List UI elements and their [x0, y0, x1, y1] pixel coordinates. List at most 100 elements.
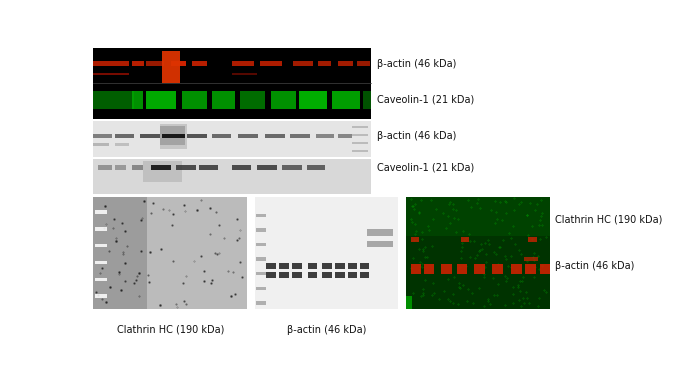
Bar — [271, 91, 296, 109]
Bar — [171, 61, 186, 66]
Bar — [256, 286, 266, 290]
Bar — [256, 301, 266, 304]
Bar — [256, 257, 266, 261]
Bar — [187, 134, 207, 138]
Bar — [279, 272, 289, 278]
Bar — [424, 264, 434, 274]
Bar — [456, 264, 468, 274]
Bar — [87, 194, 628, 197]
Bar — [212, 134, 230, 138]
Bar — [441, 264, 452, 274]
Bar — [151, 165, 171, 170]
Bar — [115, 144, 129, 147]
Bar — [146, 61, 164, 66]
Bar — [212, 91, 235, 109]
Bar — [359, 272, 369, 278]
Bar — [322, 263, 332, 269]
Bar — [232, 61, 254, 66]
Bar — [338, 61, 353, 66]
Bar — [93, 144, 110, 147]
Bar — [96, 278, 107, 281]
Bar — [256, 214, 266, 217]
Bar — [96, 261, 107, 264]
Bar — [256, 243, 266, 246]
Bar — [163, 51, 180, 84]
Bar — [363, 91, 371, 109]
Text: Clathrin HC (190 kDa): Clathrin HC (190 kDa) — [117, 325, 225, 335]
Bar — [366, 229, 392, 236]
Bar — [232, 165, 251, 170]
Bar — [474, 264, 484, 274]
Bar — [115, 134, 135, 138]
Bar — [406, 197, 550, 236]
Bar — [93, 121, 371, 157]
Bar — [143, 161, 181, 182]
Bar — [96, 294, 107, 298]
Text: Caveolin-1 (21 kDa): Caveolin-1 (21 kDa) — [377, 95, 474, 104]
Bar — [307, 165, 325, 170]
Bar — [332, 91, 360, 109]
Bar — [140, 134, 160, 138]
Bar — [308, 263, 318, 269]
Bar — [526, 264, 536, 274]
Bar — [256, 272, 266, 275]
Bar — [348, 272, 357, 278]
Bar — [279, 263, 289, 269]
Bar — [98, 165, 112, 170]
Bar — [93, 159, 371, 197]
Bar — [160, 126, 184, 145]
Bar — [540, 264, 551, 274]
Bar — [256, 228, 266, 232]
Bar — [352, 126, 369, 128]
Bar — [237, 134, 258, 138]
Bar — [308, 272, 318, 278]
Text: Caveolin-1 (21 kDa): Caveolin-1 (21 kDa) — [377, 163, 474, 173]
Bar — [366, 241, 392, 247]
Bar — [93, 197, 247, 309]
Bar — [528, 237, 537, 242]
Bar — [132, 91, 143, 109]
Bar — [492, 264, 503, 274]
Bar — [524, 257, 538, 261]
Bar — [299, 91, 327, 109]
Text: β-actin (46 kDa): β-actin (46 kDa) — [377, 59, 456, 69]
Bar — [267, 272, 276, 278]
Bar — [191, 61, 207, 66]
Bar — [410, 237, 419, 242]
Bar — [146, 91, 176, 109]
Bar — [282, 165, 302, 170]
Bar — [96, 227, 107, 231]
Bar — [93, 197, 147, 309]
Bar — [93, 61, 129, 66]
Bar — [93, 91, 135, 109]
Bar — [322, 272, 332, 278]
Bar — [410, 264, 422, 274]
Bar — [511, 264, 522, 274]
Bar — [338, 134, 352, 138]
Text: β-actin (46 kDa): β-actin (46 kDa) — [555, 261, 634, 272]
Bar — [292, 263, 302, 269]
Bar — [257, 165, 276, 170]
Bar — [359, 263, 369, 269]
Bar — [240, 91, 265, 109]
Bar — [265, 134, 285, 138]
Text: Clathrin HC (190 kDa): Clathrin HC (190 kDa) — [555, 214, 662, 225]
Bar — [335, 272, 345, 278]
Bar — [352, 134, 369, 136]
Bar — [115, 165, 126, 170]
Bar — [160, 124, 187, 149]
Bar — [357, 61, 370, 66]
Bar — [232, 73, 257, 75]
Bar — [96, 210, 107, 214]
Bar — [260, 61, 282, 66]
Bar — [292, 272, 302, 278]
Bar — [335, 263, 345, 269]
Bar — [267, 263, 276, 269]
Bar — [315, 134, 334, 138]
Text: β-actin (46 kDa): β-actin (46 kDa) — [287, 325, 366, 335]
Bar — [93, 48, 371, 119]
Text: β-actin (46 kDa): β-actin (46 kDa) — [377, 131, 456, 141]
Bar — [132, 61, 144, 66]
Bar — [348, 263, 357, 269]
Bar — [406, 197, 550, 309]
